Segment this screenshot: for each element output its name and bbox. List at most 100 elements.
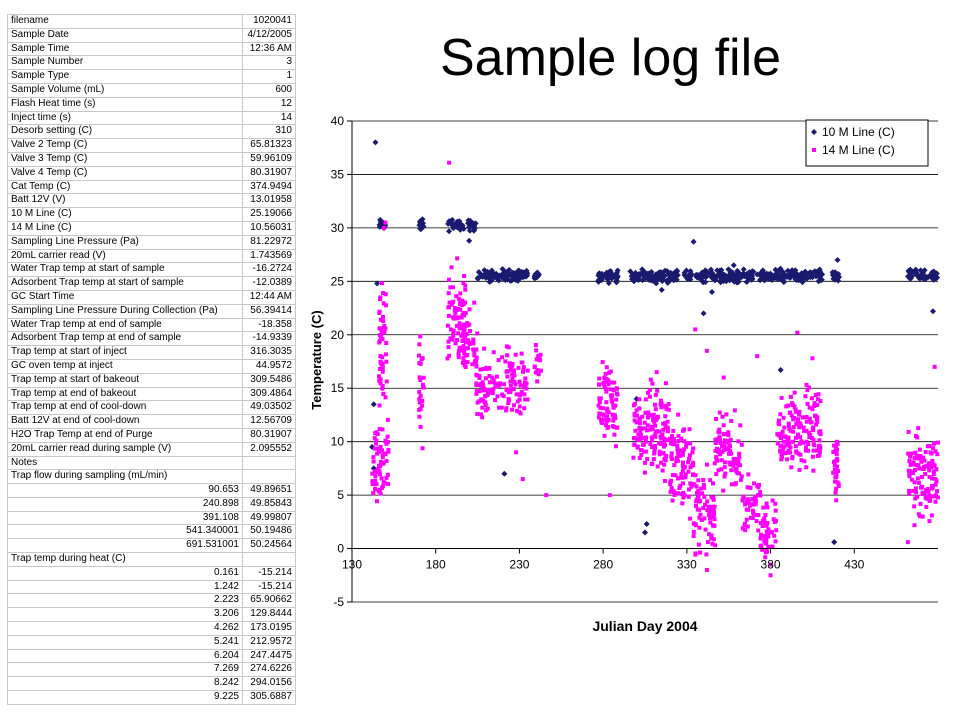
data-point — [380, 369, 385, 374]
data-point — [924, 504, 929, 509]
table-row: Water Trap temp at start of sample -16.27… — [7, 262, 296, 278]
x-tick-label: 380 — [761, 558, 781, 572]
data-point — [454, 294, 459, 299]
data-point — [709, 504, 714, 509]
data-point — [705, 462, 710, 467]
data-point — [778, 431, 783, 436]
data-point — [474, 364, 479, 369]
data-point — [380, 331, 385, 336]
data-point — [640, 435, 645, 440]
data-point — [749, 275, 756, 282]
data-point — [379, 327, 384, 332]
data-point — [769, 529, 774, 534]
row-value: 14 — [242, 110, 296, 126]
data-point — [714, 416, 719, 421]
data-point — [461, 281, 466, 286]
data-point — [604, 423, 609, 428]
data-point — [797, 412, 802, 417]
data-point — [768, 573, 773, 578]
data-point — [792, 267, 799, 274]
data-point — [472, 349, 477, 354]
data-point — [804, 414, 809, 419]
data-point — [459, 222, 466, 229]
data-point — [756, 493, 761, 498]
data-point — [694, 484, 699, 489]
data-point — [383, 452, 388, 457]
data-point — [504, 408, 509, 413]
data-point — [447, 277, 452, 282]
table-row: 20mL carrier read (V) 1.743569 — [7, 248, 296, 264]
data-point — [643, 439, 648, 444]
data-point — [698, 273, 705, 280]
data-point — [722, 444, 727, 449]
data-point — [760, 524, 765, 529]
data-point — [377, 403, 382, 408]
data-point — [783, 434, 788, 439]
data-point — [652, 419, 657, 424]
data-point — [784, 404, 789, 409]
data-point — [666, 407, 671, 412]
data-point — [930, 459, 935, 464]
data-point — [383, 352, 388, 357]
data-point — [804, 445, 809, 450]
row-label: Notes — [7, 455, 243, 471]
data-point — [606, 378, 611, 383]
data-point — [921, 466, 926, 471]
data-point — [510, 377, 515, 382]
data-point — [455, 337, 460, 342]
legend: 10 M Line (C) 14 M Line (C) — [805, 119, 929, 167]
data-point — [669, 441, 674, 446]
data-point — [668, 480, 673, 485]
heat-header: Trap temp during heat (C) — [7, 552, 243, 567]
data-point — [802, 274, 809, 281]
data-point — [491, 380, 496, 385]
data-point — [688, 516, 693, 521]
data-point — [793, 409, 798, 414]
data-point — [638, 430, 643, 435]
data-point — [930, 476, 935, 481]
data-point — [722, 438, 727, 443]
data-point — [673, 267, 680, 274]
row-value: 4/12/2005 — [242, 27, 296, 43]
data-point — [790, 270, 797, 277]
data-point — [831, 539, 838, 546]
heat-header-blank — [242, 552, 296, 567]
data-point — [451, 328, 456, 333]
data-point — [780, 448, 785, 453]
row-label: Sampling Line Pressure During Collection… — [7, 303, 243, 319]
data-point — [771, 517, 776, 522]
data-point — [662, 436, 667, 441]
data-point — [927, 493, 932, 498]
data-point — [649, 424, 654, 429]
data-point — [716, 448, 721, 453]
data-point — [811, 426, 816, 431]
data-point — [371, 491, 376, 496]
data-point — [596, 270, 603, 277]
data-point — [661, 451, 666, 456]
data-point — [378, 359, 383, 364]
data-point — [468, 329, 473, 334]
table-row: Sampling Line Pressure During Collection… — [7, 303, 296, 319]
data-point — [461, 348, 466, 353]
data-point — [632, 275, 639, 282]
data-point — [474, 381, 479, 386]
data-point — [670, 434, 675, 439]
data-point — [598, 276, 605, 283]
data-point — [931, 471, 936, 476]
data-point — [667, 277, 674, 284]
data-point — [785, 440, 790, 445]
data-point — [676, 491, 681, 496]
data-point — [465, 323, 470, 328]
data-point — [701, 505, 706, 510]
data-point — [804, 465, 809, 470]
data-point — [384, 341, 389, 346]
data-point — [643, 426, 648, 431]
data-point — [660, 468, 665, 473]
data-point — [676, 439, 681, 444]
data-point — [519, 389, 524, 394]
row-value: -16.2724 — [242, 262, 296, 278]
data-point — [781, 415, 786, 420]
row-value: 316.3035 — [242, 345, 296, 360]
data-point — [374, 499, 379, 504]
data-point — [533, 370, 538, 375]
